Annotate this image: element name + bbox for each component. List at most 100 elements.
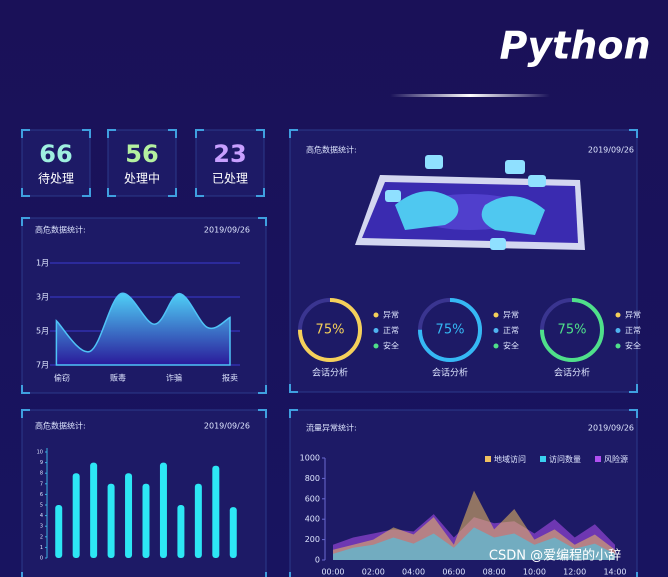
gauge-arc xyxy=(540,298,604,362)
gauge-value: 75% xyxy=(436,323,465,338)
stat-card xyxy=(21,129,91,197)
x-tick-label: 06:00 xyxy=(442,568,465,577)
y-tick-label: 3月 xyxy=(36,293,49,302)
x-tick-label: 诈骗 xyxy=(166,373,182,383)
x-tick-label: 贩毒 xyxy=(110,373,126,383)
legend-dot xyxy=(493,328,499,333)
x-tick-label: 04:00 xyxy=(402,568,425,577)
panel-date: 2019/09/26 xyxy=(588,146,634,155)
bar xyxy=(177,505,185,558)
area xyxy=(55,292,231,366)
y-tick-label: 800 xyxy=(305,474,320,483)
gauge-label: 会话分析 xyxy=(432,367,468,379)
y-tick-label: 0 xyxy=(315,556,320,565)
y-tick-label: 3 xyxy=(40,524,43,530)
legend-dot xyxy=(373,328,379,333)
y-tick-label: 1 xyxy=(40,545,43,551)
gauge-label: 会话分析 xyxy=(554,367,590,379)
y-tick-label: 8 xyxy=(40,471,43,477)
legend-label: 异常 xyxy=(503,311,519,320)
stat-card xyxy=(195,129,265,197)
legend-dot xyxy=(373,312,379,318)
bar xyxy=(194,483,202,558)
y-tick-label: 1000 xyxy=(300,454,320,463)
y-tick-label: 10 xyxy=(37,450,43,456)
bar xyxy=(90,462,98,558)
legend-swatch xyxy=(595,456,601,462)
legend-label: 安全 xyxy=(383,341,399,351)
gauge-arc xyxy=(298,298,362,362)
legend-label: 异常 xyxy=(383,311,399,320)
illustration xyxy=(355,155,585,250)
x-tick-label: 10:00 xyxy=(523,568,546,577)
bar xyxy=(107,483,115,558)
legend-dot xyxy=(493,312,499,318)
legend-label: 访问数量 xyxy=(549,454,581,464)
legend-label: 正常 xyxy=(503,326,519,335)
legend-swatch xyxy=(540,456,546,462)
bar xyxy=(72,473,80,558)
panel xyxy=(289,129,638,393)
legend-label: 风险源 xyxy=(604,454,628,464)
panel-date: 2019/09/26 xyxy=(204,422,250,431)
area xyxy=(333,527,615,560)
panel xyxy=(21,217,267,394)
corner xyxy=(107,129,177,197)
legend-swatch xyxy=(485,456,491,462)
title-glow xyxy=(390,94,550,97)
panel-title: 高危数据统计: xyxy=(35,421,86,431)
y-tick-label: 4 xyxy=(40,513,43,519)
corner xyxy=(289,409,638,577)
legend-dot xyxy=(615,312,621,318)
bar xyxy=(142,483,150,558)
y-tick-label: 200 xyxy=(305,535,320,544)
legend-label: 正常 xyxy=(383,326,399,335)
corner xyxy=(195,129,265,197)
legend-dot xyxy=(373,343,379,349)
stat-value: 56 xyxy=(125,140,158,168)
x-tick-label: 00:00 xyxy=(321,568,344,577)
y-tick-label: 400 xyxy=(305,515,320,524)
stat-value: 23 xyxy=(213,140,246,168)
x-tick-label: 报卖 xyxy=(222,373,238,383)
corner xyxy=(21,409,267,577)
gauge-value: 75% xyxy=(316,323,345,338)
y-tick-label: 7月 xyxy=(36,361,49,370)
panel-title: 高危数据统计: xyxy=(35,225,86,235)
watermark: CSDN @爱编程的小辞 xyxy=(489,548,621,564)
stat-label: 待处理 xyxy=(38,172,74,186)
gauge-arc xyxy=(418,298,482,362)
bar xyxy=(212,465,220,558)
corner xyxy=(21,217,267,394)
x-tick-label: 12:00 xyxy=(563,568,586,577)
gauge-label: 会话分析 xyxy=(312,367,348,379)
page-title: Python xyxy=(500,24,651,68)
legend-dot xyxy=(493,343,499,349)
panel-title: 高危数据统计: xyxy=(306,145,357,155)
y-tick-label: 5月 xyxy=(36,327,49,336)
bar xyxy=(125,473,133,558)
legend-dot xyxy=(615,343,621,349)
y-tick-label: 600 xyxy=(305,494,320,503)
y-tick-label: 9 xyxy=(40,460,43,466)
bar xyxy=(55,505,63,558)
corner xyxy=(21,129,91,197)
bar xyxy=(159,462,167,558)
stat-card xyxy=(107,129,177,197)
gauge-value: 75% xyxy=(558,323,587,338)
y-tick-label: 0 xyxy=(40,556,43,562)
y-tick-label: 6 xyxy=(40,492,43,498)
y-tick-label: 1月 xyxy=(36,259,49,268)
legend-label: 安全 xyxy=(503,341,519,351)
y-tick-label: 7 xyxy=(40,481,43,487)
stat-label: 处理中 xyxy=(124,171,160,186)
x-tick-label: 偷窃 xyxy=(54,373,70,383)
legend-dot xyxy=(615,328,621,333)
x-tick-label: 08:00 xyxy=(483,568,506,577)
panel-date: 2019/09/26 xyxy=(588,424,634,433)
legend-label: 异常 xyxy=(625,311,641,320)
legend-label: 正常 xyxy=(625,326,641,335)
legend-label: 安全 xyxy=(625,341,641,351)
